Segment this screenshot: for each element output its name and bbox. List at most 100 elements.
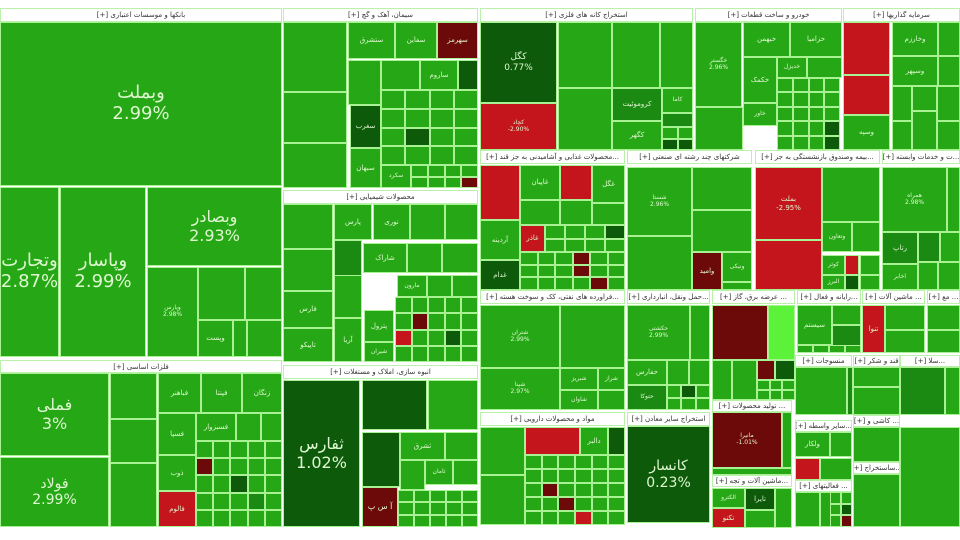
stock-tile[interactable] — [627, 236, 692, 290]
stock-tile[interactable]: ونیکی — [722, 252, 752, 282]
stock-tile[interactable] — [520, 277, 538, 290]
stock-tile[interactable] — [247, 475, 265, 493]
stock-tile[interactable] — [695, 385, 710, 398]
stock-tile[interactable]: کوثر — [822, 255, 845, 275]
stock-tile[interactable]: وسپهر — [892, 56, 938, 86]
stock-tile[interactable] — [442, 243, 478, 273]
sector-header[interactable]: ...فراورده های نفتی، کک و سوخت هسته [+] — [480, 290, 625, 304]
stock-tile[interactable] — [264, 475, 282, 493]
stock-tile[interactable] — [824, 135, 840, 150]
stock-tile[interactable] — [777, 92, 793, 107]
stock-tile[interactable]: مارون — [397, 275, 427, 297]
stock-tile[interactable] — [545, 238, 565, 252]
stock-tile[interactable] — [947, 167, 960, 232]
stock-tile[interactable] — [283, 249, 333, 291]
stock-tile[interactable]: فپنتا — [201, 373, 242, 413]
stock-tile[interactable] — [681, 397, 696, 410]
sector-header[interactable]: خودرو و ساخت قطعات [+] — [695, 8, 842, 22]
stock-tile[interactable] — [541, 469, 559, 483]
stock-tile[interactable] — [945, 367, 960, 415]
stock-tile[interactable] — [912, 111, 937, 150]
stock-tile[interactable] — [575, 511, 592, 525]
stock-tile[interactable] — [712, 360, 732, 400]
stock-tile[interactable] — [692, 167, 752, 210]
stock-tile[interactable]: پارس — [334, 204, 372, 240]
stock-tile[interactable] — [667, 385, 682, 398]
stock-tile[interactable] — [213, 475, 231, 493]
stock-tile[interactable] — [792, 106, 809, 122]
stock-tile[interactable] — [213, 441, 231, 459]
stock-tile[interactable] — [590, 277, 608, 290]
stock-tile[interactable] — [808, 106, 825, 122]
sector-header[interactable]: ...محصولات غذایی و آشامیدنی به جز قند [+… — [480, 150, 625, 164]
stock-tile[interactable] — [591, 511, 609, 525]
stock-tile[interactable] — [213, 458, 231, 476]
stock-tile[interactable] — [558, 22, 612, 88]
stock-tile[interactable] — [230, 509, 248, 527]
stock-tile[interactable] — [612, 22, 660, 88]
stock-tile[interactable] — [264, 509, 282, 527]
stock-tile[interactable] — [608, 469, 625, 483]
sector-header[interactable]: استخراج سایر معادن [+] — [627, 412, 710, 426]
stock-tile[interactable] — [830, 492, 841, 504]
stock-tile[interactable] — [590, 264, 608, 278]
stock-tile[interactable] — [196, 492, 214, 510]
stock-tile[interactable] — [428, 313, 445, 330]
stock-tile[interactable] — [230, 475, 248, 493]
stock-tile[interactable] — [830, 503, 841, 516]
stock-tile[interactable] — [608, 427, 625, 455]
stock-tile[interactable] — [446, 502, 462, 515]
stock-tile[interactable]: غدام — [480, 260, 520, 290]
stock-tile[interactable] — [677, 138, 693, 150]
stock-tile[interactable] — [900, 427, 960, 527]
stock-tile[interactable] — [769, 390, 783, 400]
stock-tile[interactable] — [429, 90, 454, 109]
stock-tile[interactable]: اخابر — [882, 264, 918, 290]
stock-tile[interactable]: وپست — [198, 320, 233, 357]
stock-tile[interactable] — [885, 330, 925, 353]
stock-tile[interactable] — [381, 127, 406, 147]
stock-tile[interactable] — [196, 458, 214, 476]
stock-tile[interactable] — [414, 514, 430, 527]
stock-tile[interactable] — [782, 412, 792, 468]
stock-tile[interactable] — [667, 360, 689, 385]
stock-tile[interactable]: شاوان — [560, 390, 598, 410]
stock-tile[interactable] — [757, 390, 770, 400]
stock-tile[interactable] — [541, 497, 559, 511]
stock-tile[interactable]: وامید — [692, 252, 722, 290]
sector-header[interactable]: ...رایانه و فعال [+] — [797, 290, 861, 304]
stock-tile[interactable] — [196, 509, 214, 527]
stock-tile[interactable] — [283, 204, 333, 249]
stock-tile[interactable] — [198, 267, 245, 320]
stock-tile[interactable] — [927, 305, 960, 330]
stock-tile[interactable] — [461, 313, 478, 330]
stock-tile[interactable] — [572, 277, 590, 290]
stock-tile[interactable] — [607, 252, 625, 265]
stock-tile[interactable] — [405, 90, 430, 109]
stock-tile[interactable] — [430, 502, 446, 515]
stock-tile[interactable] — [585, 225, 605, 239]
stock-tile[interactable] — [757, 360, 775, 380]
stock-tile[interactable] — [712, 305, 768, 360]
stock-tile[interactable] — [860, 255, 880, 275]
stock-tile[interactable] — [777, 121, 793, 136]
stock-tile[interactable] — [824, 106, 840, 122]
stock-tile[interactable]: تنوا — [862, 305, 885, 353]
stock-tile[interactable] — [453, 108, 478, 128]
stock-tile[interactable] — [446, 514, 462, 527]
sector-header[interactable]: ... فعالیتهای [+] — [795, 480, 852, 492]
stock-tile[interactable] — [525, 497, 542, 511]
stock-tile[interactable] — [830, 432, 852, 457]
stock-tile[interactable] — [808, 121, 825, 136]
stock-tile[interactable]: سغرب — [350, 105, 381, 148]
stock-tile[interactable] — [453, 127, 478, 147]
stock-tile[interactable] — [196, 475, 214, 493]
stock-tile[interactable] — [662, 113, 693, 127]
stock-tile[interactable] — [525, 511, 542, 525]
stock-tile[interactable] — [558, 483, 575, 497]
stock-tile[interactable] — [458, 60, 478, 90]
stock-tile[interactable] — [558, 455, 575, 469]
stock-tile[interactable] — [236, 413, 261, 441]
stock-tile[interactable] — [429, 127, 454, 147]
stock-tile[interactable] — [900, 367, 945, 415]
